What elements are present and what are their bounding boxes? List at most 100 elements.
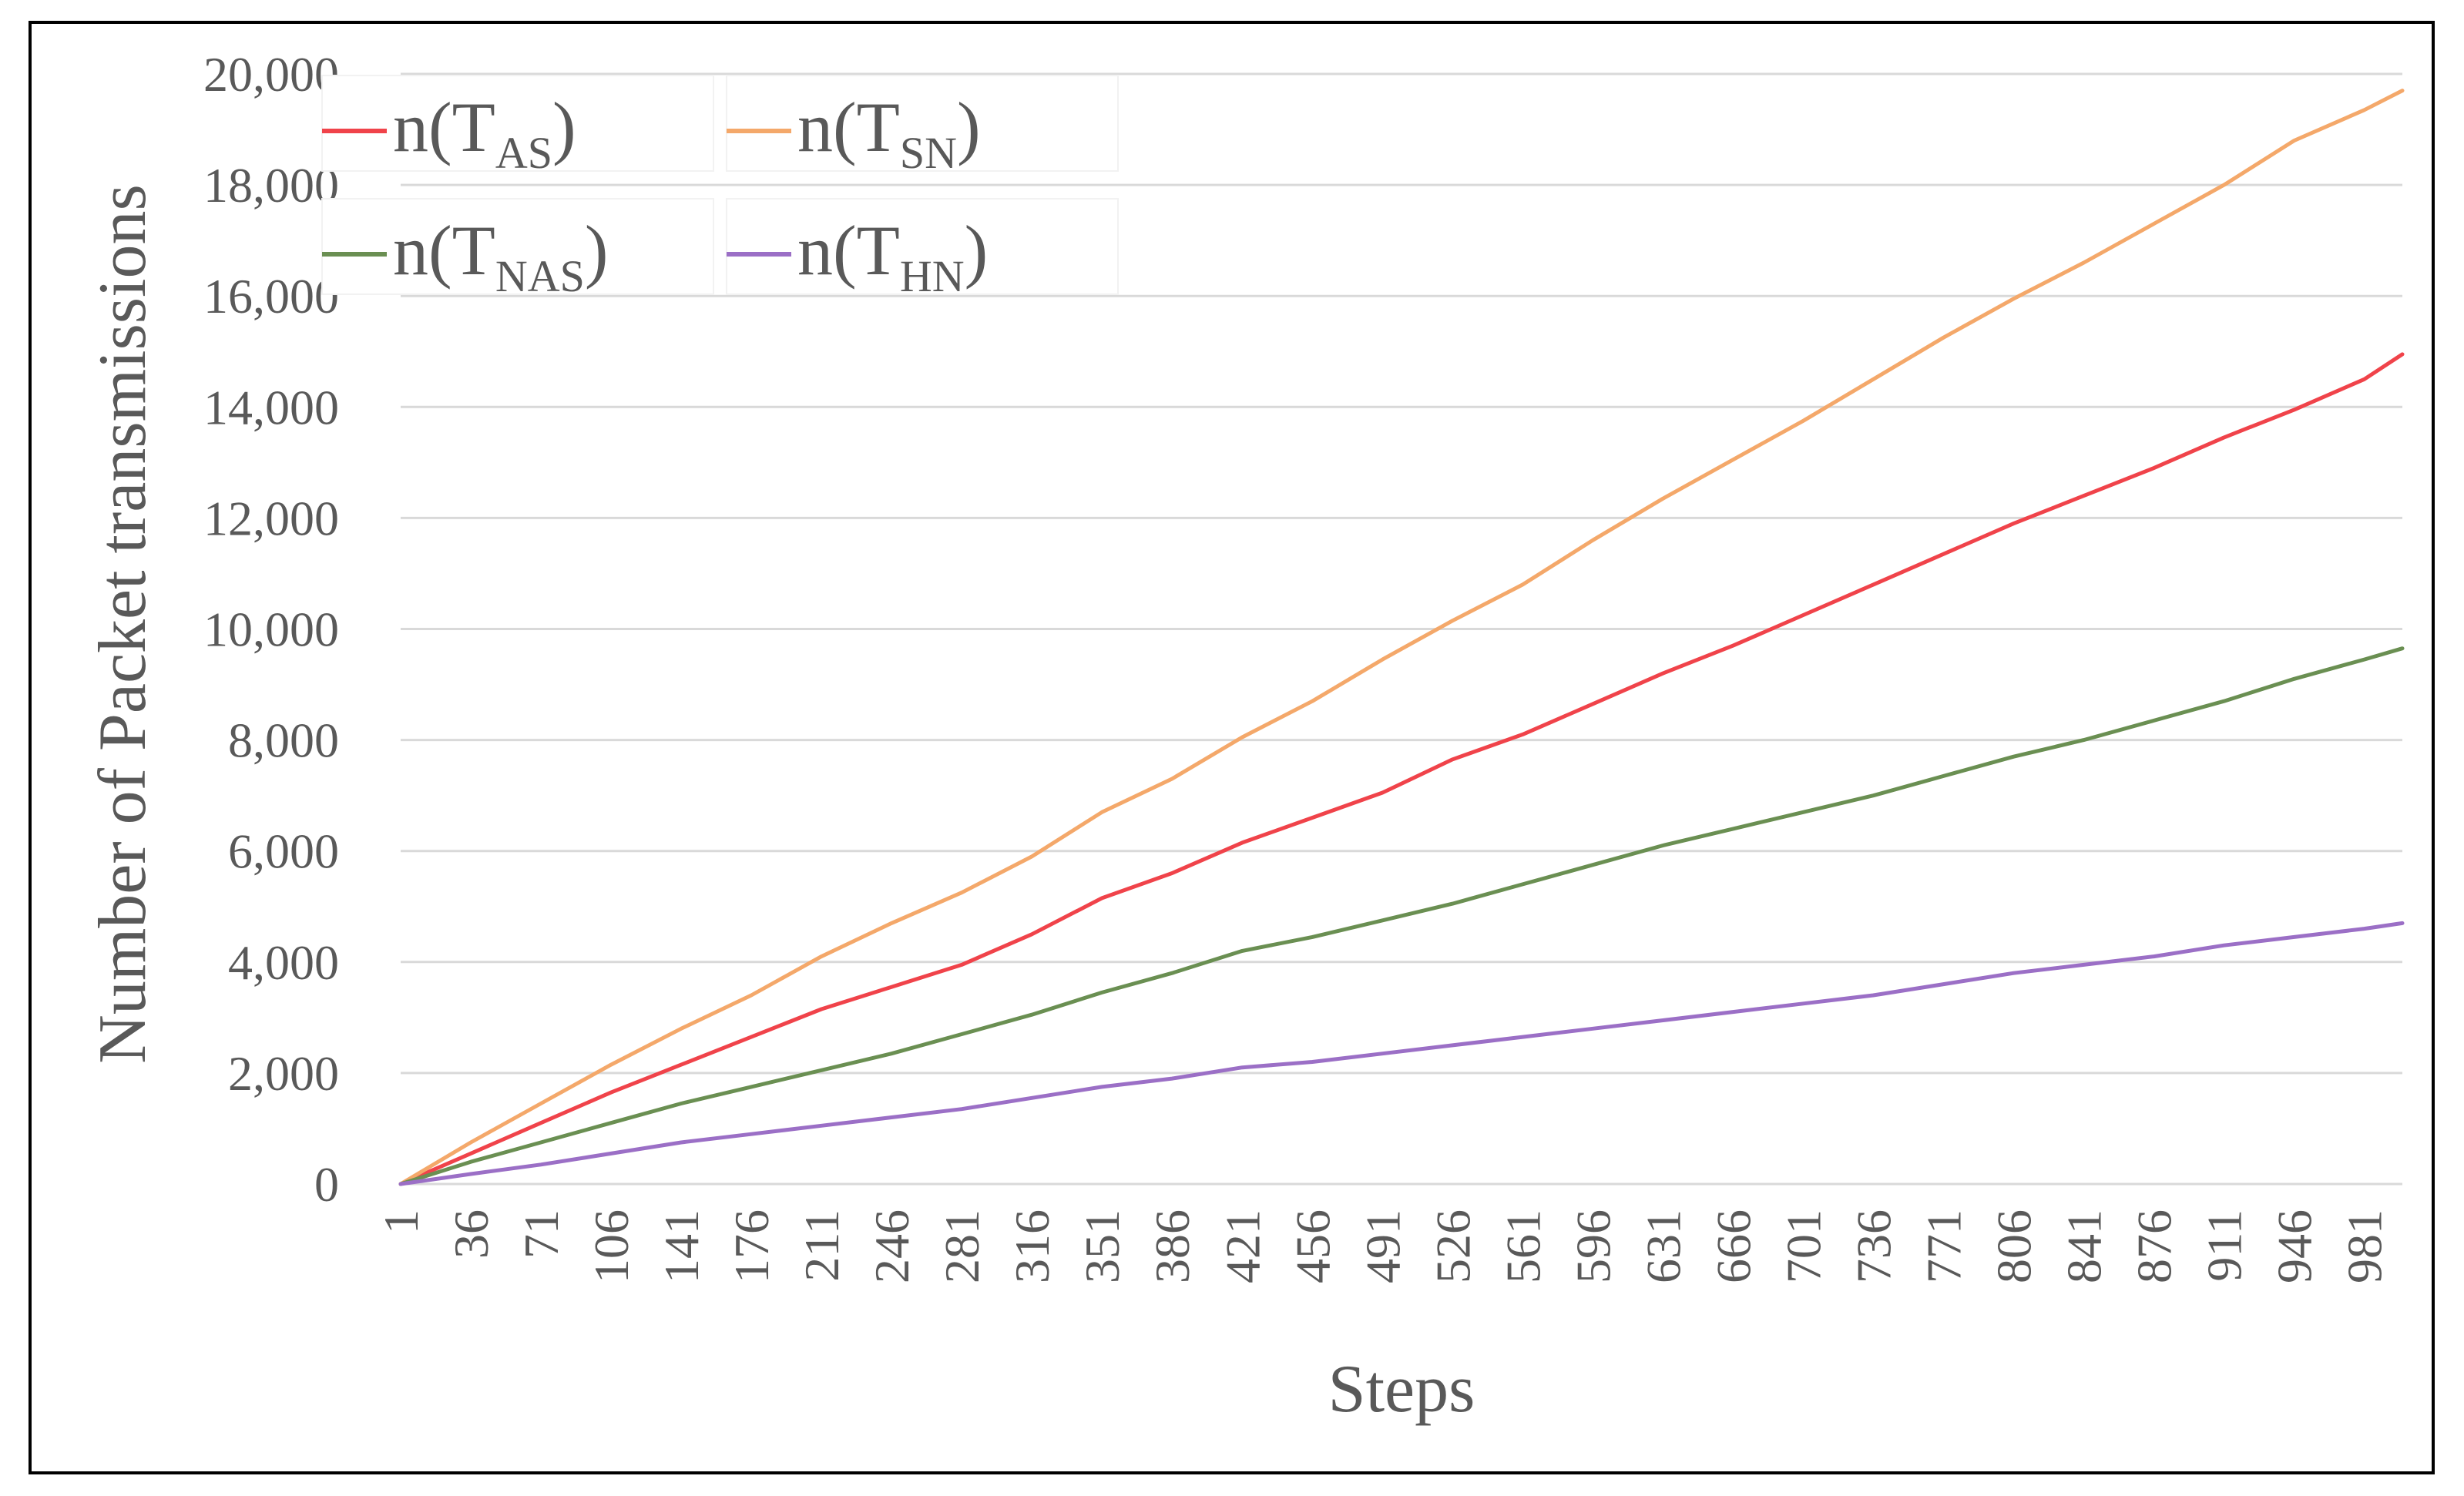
x-tick-label: 36 [444,1209,499,1259]
data-point-nas [1451,902,1455,906]
y-axis-label: Number of Packet transmissions [86,184,160,1063]
data-point-hn [960,1107,964,1111]
series-line-nas [398,646,2405,1186]
y-tick-label: 8,000 [228,713,339,768]
data-point-hn [539,1162,543,1166]
x-tick-label: 71 [514,1209,569,1259]
data-point-as [2222,435,2226,439]
x-tick-label: 596 [1566,1209,1620,1283]
data-point-as [1240,840,1244,844]
data-point-as [750,1035,754,1039]
data-point-as [1731,644,1735,648]
data-point-nas [2152,719,2156,723]
data-point-as [469,1152,473,1156]
data-point-nas [2401,646,2404,650]
data-point-hn [1942,982,1945,986]
data-point-as [2012,522,2016,525]
data-point-nas [1591,863,1595,867]
data-point-as [1661,672,1665,676]
x-tick-label: 561 [1496,1209,1550,1283]
y-tick-label: 6,000 [228,824,339,879]
data-point-as [890,985,894,989]
data-point-as [609,1091,613,1095]
data-point-as [1311,816,1314,820]
x-tick-label: 771 [1916,1209,1971,1283]
y-tick-label: 12,000 [203,491,339,545]
legend-label: n(TAS) [393,88,576,178]
data-point-nas [1240,949,1244,953]
data-point-sn [2082,260,2086,264]
data-point-hn [1381,1052,1385,1055]
data-point-as [539,1121,543,1125]
legend-label: n(THN) [797,211,988,301]
y-tick-label: 10,000 [203,602,339,657]
data-point-nas [1521,882,1525,886]
x-tick-label: 701 [1776,1209,1831,1283]
data-point-hn [1311,1060,1314,1064]
x-axis-label: Steps [1328,1352,1475,1427]
data-point-as [1521,733,1525,736]
x-tick-label: 141 [654,1209,709,1283]
data-point-sn [1030,854,1034,858]
data-point-hn [1451,1043,1455,1047]
legend-item-box [726,75,1119,172]
data-point-as [1591,702,1595,706]
data-point-hn [820,1124,824,1128]
data-point-as [2362,377,2366,381]
data-point-as [2292,408,2296,411]
x-tick-label: 911 [2197,1209,2252,1282]
data-point-nas [1100,991,1104,995]
data-point-hn [1240,1065,1244,1069]
data-point-hn [2401,921,2404,925]
data-point-as [680,1063,683,1067]
data-point-sn [469,1140,473,1144]
data-point-hn [2012,971,2016,975]
data-point-sn [2222,183,2226,187]
gridlines [401,72,2402,1075]
data-point-sn [539,1102,543,1105]
y-tick-label: 2,000 [228,1046,339,1101]
legend-item-box [321,75,714,172]
data-point-sn [1871,377,1875,381]
data-point-nas [820,1068,824,1072]
data-point-sn [1801,419,1805,423]
data-point-sn [2292,139,2296,143]
data-point-sn [2152,222,2156,226]
data-point-hn [2362,927,2366,931]
x-tick-label: 841 [2057,1209,2112,1283]
data-point-hn [1801,1001,1805,1005]
data-point-hn [750,1132,754,1136]
x-tick-label: 666 [1706,1209,1761,1283]
data-point-sn [890,921,894,925]
data-point-nas [890,1052,894,1055]
data-point-as [1381,791,1385,795]
data-point-as [1942,552,1945,556]
data-point-nas [1731,827,1735,830]
data-point-nas [680,1102,683,1105]
data-point-as [2401,352,2404,356]
data-point-as [1170,871,1174,875]
data-point-nas [2292,677,2296,681]
data-point-nas [1801,810,1805,814]
y-tick-label: 0 [314,1157,339,1212]
data-point-as [1451,757,1455,761]
data-point-sn [1521,582,1525,586]
legend: n(TAS) n(TSN) n(TNAS) n(THN) [321,75,1119,301]
x-tick-label: 981 [2338,1209,2392,1283]
data-point-sn [2362,108,2366,112]
data-point-as [1030,932,1034,936]
x-tick-label: 176 [724,1209,779,1283]
y-tick-label: 4,000 [228,935,339,990]
x-tick-label: 421 [1215,1209,1270,1283]
data-point-hn [2152,954,2156,958]
data-point-sn [1591,538,1595,542]
data-point-hn [1661,1018,1665,1022]
data-point-nas [1170,971,1174,975]
data-point-nas [1381,918,1385,922]
data-point-as [820,1008,824,1011]
series-line-hn [398,921,2405,1186]
data-point-sn [609,1063,613,1067]
data-point-nas [2362,658,2366,662]
data-point-hn [2292,935,2296,939]
